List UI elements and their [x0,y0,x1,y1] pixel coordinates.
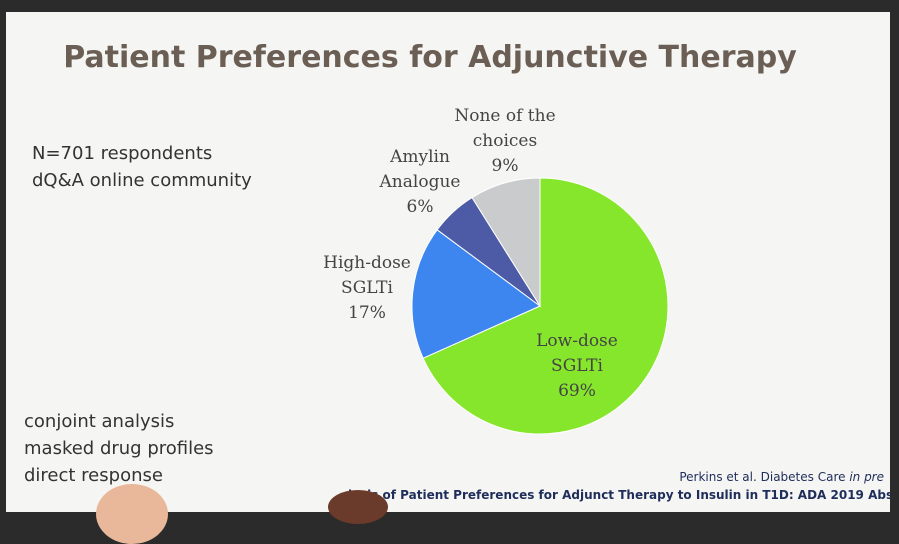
citation-text: Perkins et al. Diabetes Care [679,470,850,484]
info-line-community: dQ&A online community [32,170,252,191]
pie-slice [471,177,541,308]
citation-italic: in pre [849,470,884,484]
audience-head [96,484,168,544]
citation: Perkins et al. Diabetes Care in pre [679,470,884,484]
info-line-respondents: N=701 respondents [32,143,213,164]
methods-list: conjoint analysis masked drug profiles d… [24,408,214,489]
slice-label: High-dose SGLTi 17% [323,253,411,323]
slice-label: Amylin Analogue 6% [379,147,461,217]
pie-slice [422,177,669,435]
pie-chart: Low-dose SGLTi 69% High-dose SGLTi 17% Amylin A… [323,106,669,435]
pie-slice [411,229,541,359]
presentation-slide: Patient Preferences for Adjunctive Thera… [6,12,890,512]
audience-hand [328,490,388,524]
method-line-conjoint: conjoint analysis [24,411,175,432]
survey-info: N=701 respondents dQ&A online community [32,140,252,194]
footer-reference: lysis of Patient Preferences for Adjunct… [348,488,890,502]
slice-label: None of the choices 9% [454,106,555,176]
method-line-direct: direct response [24,465,163,486]
slide-title: Patient Preferences for Adjunctive Thera… [63,40,797,75]
method-line-masked: masked drug profiles [24,438,214,459]
slice-label: Low-dose SGLTi 69% [536,331,618,401]
